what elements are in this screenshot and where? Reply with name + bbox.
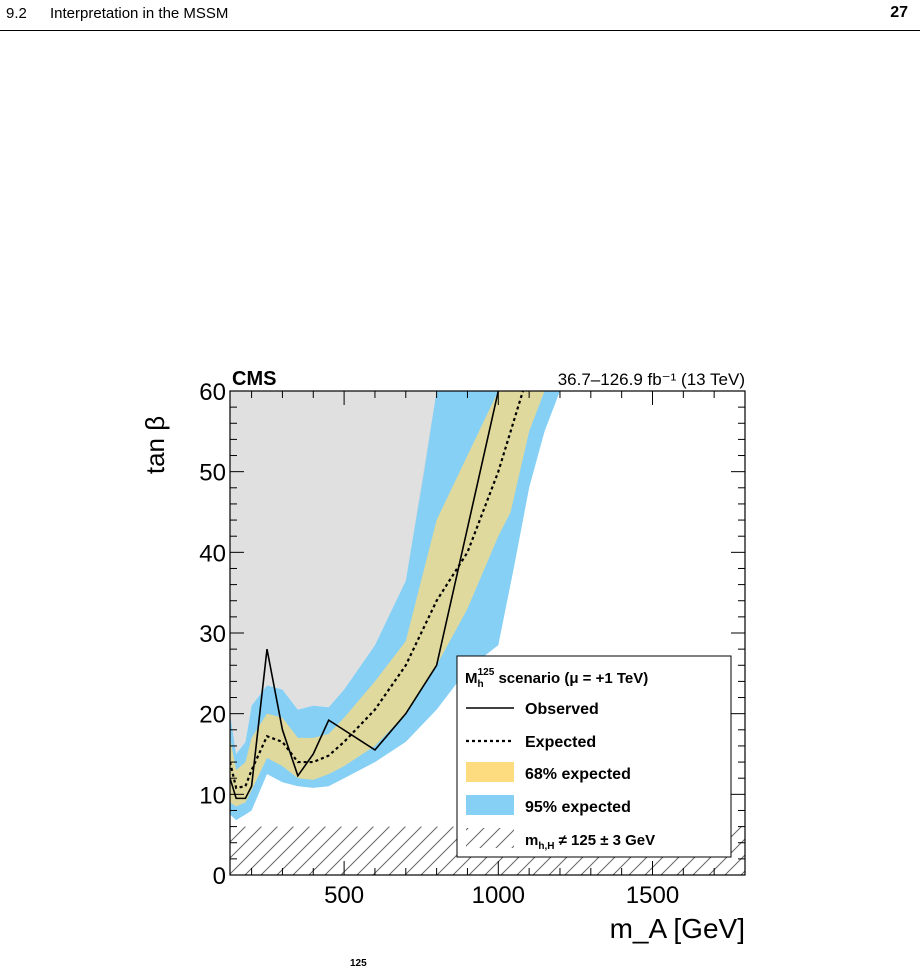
legend-excluded-label: mh,H ≠ 125 ± 3 GeV [525, 832, 655, 852]
legend-excluded-main: m [525, 832, 538, 849]
legend-header: Mh125 scenario (μ = +1 TeV) [465, 667, 648, 690]
x-tick-label: 1500 [626, 882, 679, 909]
legend-expected-label: Expected [525, 734, 596, 751]
y-tick-label: 40 [199, 540, 226, 567]
section-number: 9.2 [6, 5, 27, 22]
legend-excluded-swatch [466, 828, 514, 848]
legend-header-rest: scenario (μ = +1 TeV) [494, 670, 648, 687]
legend-95-label: 95% expected [525, 799, 631, 816]
x-tick-label: 1000 [472, 882, 525, 909]
y-tick-label: 0 [213, 863, 226, 890]
y-tick-label: 30 [199, 621, 226, 648]
x-tick-label: 500 [324, 882, 364, 909]
y-tick-label: 20 [199, 702, 226, 729]
legend-box [456, 655, 732, 858]
y-axis-title: tan β [140, 416, 170, 474]
y-tick-label: 60 [199, 379, 226, 406]
legend-95-swatch [466, 795, 514, 815]
observed-excluded-region [230, 391, 437, 754]
legend-excluded-rest: ≠ 125 ± 3 GeV [554, 832, 655, 849]
legend-68-label: 68% expected [525, 766, 631, 783]
caption-fragment: 125 [350, 958, 367, 969]
legend-observed-label: Observed [525, 701, 599, 718]
y-tick-label: 10 [199, 782, 226, 809]
legend-header-sup: 125 [478, 667, 495, 678]
header-rule [0, 30, 920, 31]
legend-header-sub: h [478, 679, 484, 690]
page-header: 9.2 Interpretation in the MSSM 27 [0, 0, 920, 32]
legend-header-main: M [465, 670, 478, 687]
observed-limit-line [230, 391, 500, 800]
page-number: 27 [890, 4, 908, 21]
plot-frame [229, 390, 746, 876]
band-68-expected [230, 391, 545, 807]
experiment-label: CMS [232, 368, 276, 390]
expected-limit-line [230, 391, 525, 790]
legend-excluded-sub: h,H [538, 841, 554, 852]
luminosity-label: 36.7–126.9 fb⁻¹ (13 TeV) [558, 370, 745, 389]
section-title: Interpretation in the MSSM [50, 5, 229, 22]
y-tick-label: 50 [199, 460, 226, 487]
legend-68-swatch [466, 762, 514, 782]
x-axis-title: m_A [GeV] [610, 913, 745, 944]
legend: Mh125 scenario (μ = +1 TeV) Observed Exp… [456, 655, 732, 858]
